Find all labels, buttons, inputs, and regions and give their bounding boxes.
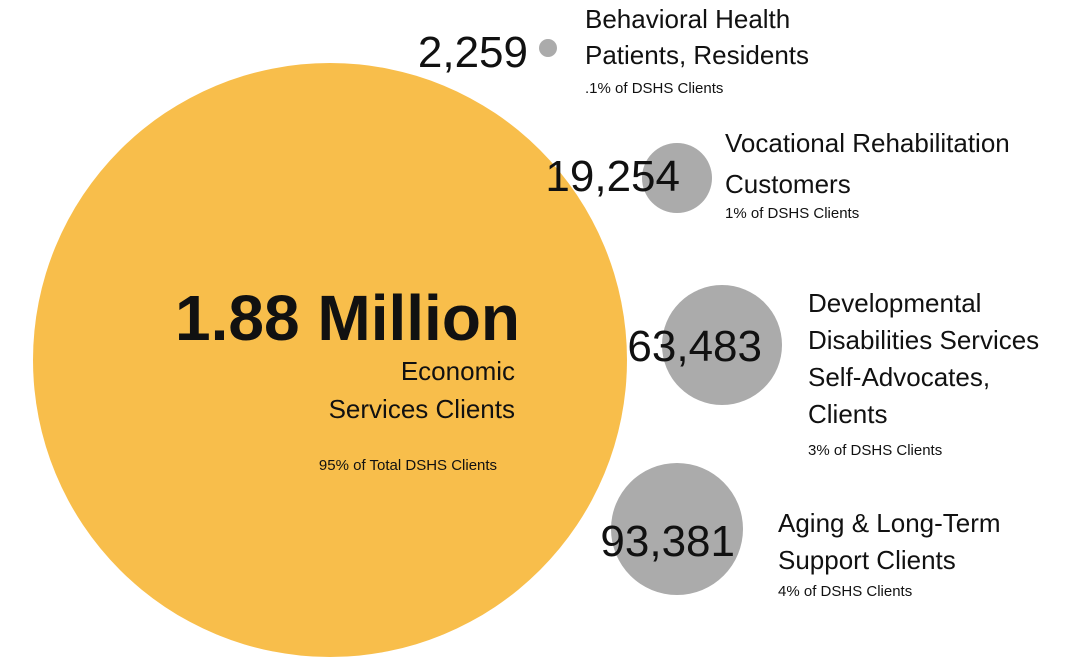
node-value: 93,381	[600, 517, 735, 566]
main-value: 1.88 Million	[175, 282, 520, 354]
node-circle	[539, 39, 557, 57]
node-label: Behavioral Health	[585, 4, 790, 34]
main-circle	[33, 63, 627, 657]
node-label: Support Clients	[778, 545, 956, 575]
node-share: 4% of DSHS Clients	[778, 583, 912, 600]
node-share: 3% of DSHS Clients	[808, 442, 942, 459]
node-label: Clients	[808, 399, 887, 429]
node-label: Customers	[725, 169, 851, 199]
node-circle	[642, 143, 712, 213]
node-circle	[662, 285, 782, 405]
node-share: 1% of DSHS Clients	[725, 205, 859, 222]
node-label: Vocational Rehabilitation	[725, 128, 1010, 158]
main-label: Services Clients	[329, 394, 515, 424]
node-label: Disabilities Services	[808, 325, 1039, 355]
node-share: .1% of DSHS Clients	[585, 80, 723, 97]
main-share: 95% of Total DSHS Clients	[319, 457, 497, 474]
node-circle	[611, 463, 743, 595]
node-label: Patients, Residents	[585, 40, 809, 70]
node-value: 19,254	[545, 152, 680, 201]
node-label: Self-Advocates,	[808, 362, 990, 392]
main-label: Economic	[401, 356, 515, 386]
node-value: 2,259	[418, 28, 528, 77]
node-label: Aging & Long-Term	[778, 508, 1001, 538]
node-label: Developmental	[808, 288, 981, 318]
node-value: 63,483	[627, 322, 762, 371]
